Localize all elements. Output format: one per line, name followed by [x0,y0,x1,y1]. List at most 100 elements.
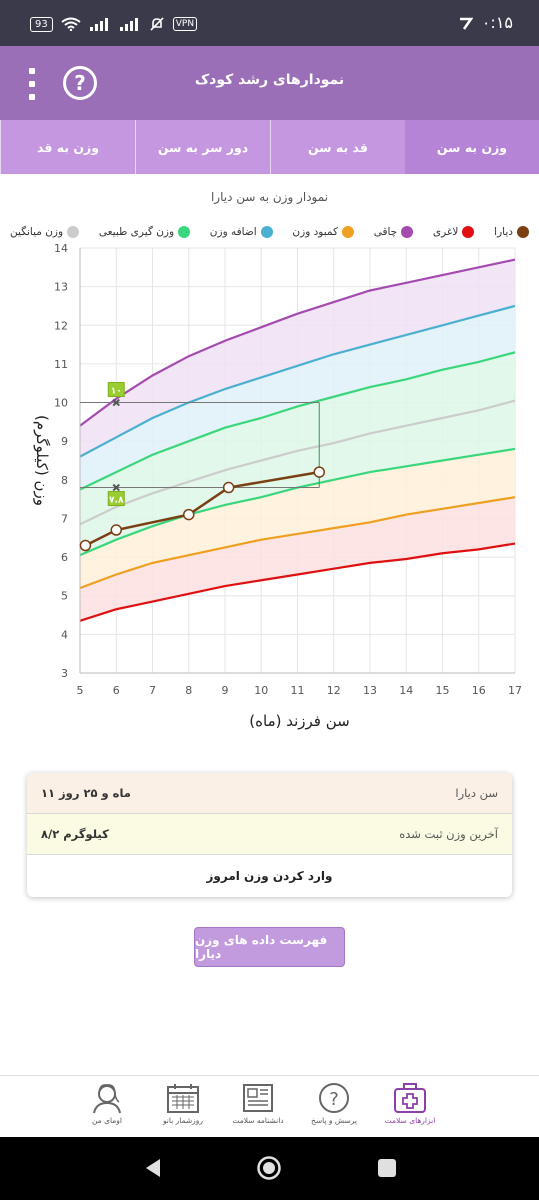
status-bar: 93 VPN ۰:۱۵ [0,0,539,46]
growth-chart: 5 6 7 8 9 10 11 12 13 14 15 16 17 3 4 5 6 7 8 9 10 11 12 13 14 سن… [33,242,522,730]
legend-item[interactable]: دیارا [494,226,529,238]
legend-swatch [67,226,80,238]
series-line [79,351,516,491]
nav-qa[interactable]: ? پرسش و پاسخ [294,1082,374,1125]
legend-swatch [462,226,475,238]
overflow-menu-icon[interactable] [24,68,40,100]
band-obese [80,259,515,457]
x-tick-label: 14 [399,684,413,697]
annotation-label: ۷.۸ [109,496,124,506]
x-tick-label: 15 [436,684,450,697]
legend-swatch [178,226,191,238]
enter-weight-button[interactable]: وارد کردن وزن امروز [206,868,333,883]
newspaper-icon [243,1084,273,1112]
x-tick-label: 5 [77,684,84,697]
legend-swatch [341,226,354,238]
home-icon[interactable] [256,1155,282,1181]
legend-item[interactable]: لاغری [433,226,475,238]
series-line [79,496,516,590]
child-weight-point [313,466,325,478]
legend-swatch [516,226,529,238]
avatar-icon [93,1084,121,1114]
tab-weight-for-height[interactable]: وزن به قد [0,120,135,174]
band-normal-lower [80,400,515,556]
x-tick-label: 10 [254,684,268,697]
marker-x [112,398,120,407]
legend-item[interactable]: کمبود وزن [292,226,354,238]
y-tick-label: 4 [61,628,68,641]
x-axis-label: سن فرزند (ماه) [249,712,349,730]
system-nav-bar [0,1137,539,1200]
back-icon[interactable] [142,1157,164,1179]
series-line [79,258,516,427]
legend-item[interactable]: چاقی [373,226,414,238]
mute-bell-icon [150,17,164,31]
band-underweight-mild [80,448,515,588]
recents-icon[interactable] [377,1158,397,1178]
child-weight-point [183,508,195,521]
x-tick-label: 17 [508,684,522,697]
band-underweight [80,497,515,621]
medical-kit-icon [394,1083,426,1113]
age-value: ۱۱ ماه و ۲۵ روز [41,786,131,800]
y-tick-label: 10 [54,397,68,410]
chart-legend: دیارا لاغری چاقی کمبود وزن اضافه وزن وزن گیری… [10,222,529,242]
last-weight-label: آخرین وزن ثبت شده [399,827,498,841]
legend-item[interactable]: وزن میانگین [10,226,80,238]
legend-label: چاقی [373,226,398,238]
weight-row: آخرین وزن ثبت شده ۸/۲ کیلوگرم [27,814,512,855]
y-tick-label: 3 [61,667,68,680]
x-tick-label: 13 [363,684,377,697]
nav-profile-label: اومای من [92,1116,122,1125]
band-overweight [80,305,515,490]
y-tick-label: 14 [54,242,68,255]
age-row: سن دیارا ۱۱ ماه و ۲۵ روز [27,773,512,814]
nav-calendar-label: روزشمار بانو [162,1116,204,1125]
child-weight-point [222,481,235,494]
legend-item[interactable]: اضافه وزن [210,226,273,238]
nav-profile[interactable]: اومای من [67,1082,147,1125]
signal-icon [89,18,108,31]
help-button[interactable]: ? [63,66,97,100]
tab-bar: وزن به سن قد به سن دور سر به سن وزن به ق… [0,120,539,174]
annotation-badge [107,382,125,398]
battery-icon: 93 [30,16,53,32]
status-icons: 93 VPN [30,14,198,34]
x-tick-label: 8 [185,684,192,697]
y-axis-label: وزن (کیلوگرم) [33,415,51,506]
x-tick-label: 7 [149,684,156,697]
tab-head-for-age[interactable]: دور سر به سن [135,120,270,174]
nav-calendar[interactable]: روزشمار بانو [143,1082,223,1125]
legend-item[interactable]: وزن گیری طبیعی [99,226,191,238]
series-line [79,542,516,622]
question-icon: ? [319,1083,349,1113]
legend-label: وزن میانگین [10,226,64,238]
nav-health-tools-label: ابزارهای سلامت [384,1116,436,1125]
y-tick-label: 7 [61,512,68,525]
page-title: نمودارهای رشد کودک [194,72,345,88]
calendar-icon [167,1084,199,1113]
nav-health-tools[interactable]: ابزارهای سلامت [370,1082,450,1125]
legend-swatch [401,226,414,238]
vpn-badge: VPN [172,17,198,31]
y-tick-label: 6 [61,551,68,564]
bottom-nav: ابزارهای سلامت ? پرسش و پاسخ دانشنامه سل… [0,1075,539,1137]
y-tick-label: 8 [61,474,68,487]
legend-label: کمبود وزن [292,226,338,238]
x-tick-label: 12 [327,684,341,697]
tab-weight-for-age[interactable]: وزن به سن [405,120,539,174]
x-tick-label: 9 [222,684,229,697]
y-tick-label: 12 [54,319,68,332]
x-tick-label: 11 [291,684,305,697]
x-tick-label: 6 [113,684,120,697]
signal-icon-2 [119,18,138,31]
legend-label: لاغری [432,226,459,238]
status-time: ۰:۱۵ [481,13,513,32]
tab-height-for-age[interactable]: قد به سن [270,120,405,174]
nav-encyclopedia[interactable]: دانشنامه سلامت [218,1082,298,1125]
series-line [79,399,516,526]
app-bar: ? نمودارهای رشد کودک [0,46,539,120]
weight-list-button[interactable]: فهرست داده های وزن دیارا [194,927,345,967]
series-line [79,304,516,458]
